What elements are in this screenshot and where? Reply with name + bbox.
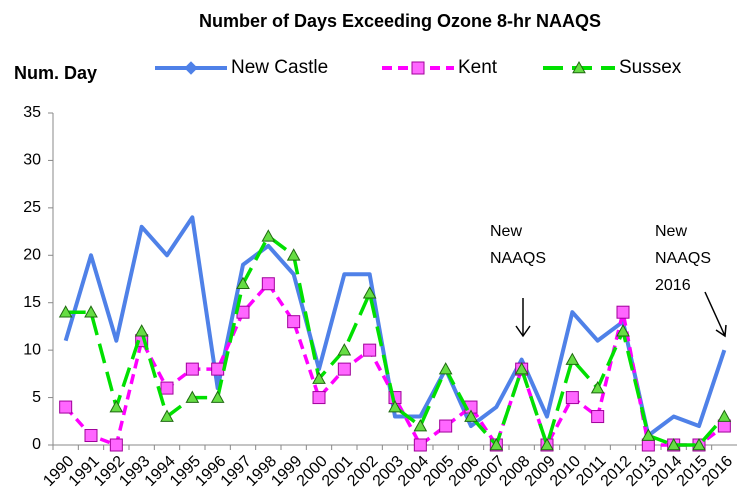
y-axis-label: Num. Day	[14, 63, 97, 83]
data-point	[717, 409, 732, 422]
data-point	[438, 362, 453, 375]
data-point	[565, 391, 579, 405]
data-point	[590, 381, 605, 394]
data-point	[362, 286, 377, 299]
legend-marker	[572, 60, 586, 74]
data-point	[109, 438, 123, 452]
data-point	[160, 381, 174, 395]
y-tick-label: 30	[23, 152, 41, 169]
data-point	[109, 400, 124, 413]
data-point	[211, 362, 225, 376]
data-point	[514, 362, 529, 375]
annotation: 2016	[655, 277, 691, 294]
annotation: NAAQS	[655, 250, 711, 267]
data-point	[312, 391, 326, 405]
data-point	[413, 418, 428, 432]
y-tick-label: 10	[23, 341, 41, 358]
data-point	[84, 429, 98, 443]
y-tick-label: 25	[23, 199, 41, 216]
data-point	[666, 437, 681, 451]
y-tick-label: 15	[23, 294, 41, 311]
y-tick-label: 20	[23, 247, 41, 264]
data-point	[439, 419, 453, 433]
series-line	[65, 234, 726, 447]
data-point	[210, 390, 225, 403]
series-line	[63, 215, 727, 438]
annotation: New	[490, 223, 522, 240]
annotation-arrow	[704, 291, 726, 337]
data-point	[337, 362, 351, 376]
data-point	[413, 438, 427, 452]
data-point	[185, 362, 199, 376]
legend-marker	[411, 61, 425, 75]
data-point	[185, 390, 200, 403]
annotation: New	[655, 223, 687, 240]
chart-title: Number of Days Exceeding Ozone 8-hr NAAQ…	[199, 11, 601, 31]
data-point	[489, 437, 504, 451]
y-tick-label: 35	[23, 104, 41, 121]
data-point	[540, 437, 554, 451]
legend-marker	[184, 61, 198, 75]
legend-label: Sussex	[619, 57, 682, 78]
annotation-arrow-head	[715, 324, 727, 338]
data-point	[261, 229, 276, 242]
legend-label: New Castle	[231, 57, 328, 78]
y-tick-label: 0	[32, 436, 41, 453]
data-point	[160, 409, 174, 422]
y-tick-label: 5	[32, 389, 41, 406]
data-point	[84, 305, 98, 318]
data-point	[261, 277, 275, 291]
x-tick-label: 2016	[699, 453, 736, 490]
data-point	[286, 248, 301, 261]
data-point	[287, 315, 301, 329]
data-point	[565, 352, 580, 365]
data-point	[464, 409, 478, 422]
data-point	[616, 305, 630, 319]
data-point	[641, 428, 656, 441]
data-point	[134, 324, 149, 337]
annotation-arrow-head	[515, 325, 531, 338]
data-point	[337, 343, 352, 356]
data-point	[236, 276, 250, 290]
annotation: NAAQS	[490, 250, 546, 267]
data-point	[591, 410, 605, 424]
data-point	[59, 400, 73, 414]
data-point	[58, 305, 73, 318]
data-point	[692, 437, 706, 451]
data-point	[616, 324, 630, 337]
legend-label: Kent	[458, 57, 498, 78]
data-point	[388, 400, 402, 413]
data-point	[312, 371, 326, 384]
data-point	[363, 343, 377, 357]
